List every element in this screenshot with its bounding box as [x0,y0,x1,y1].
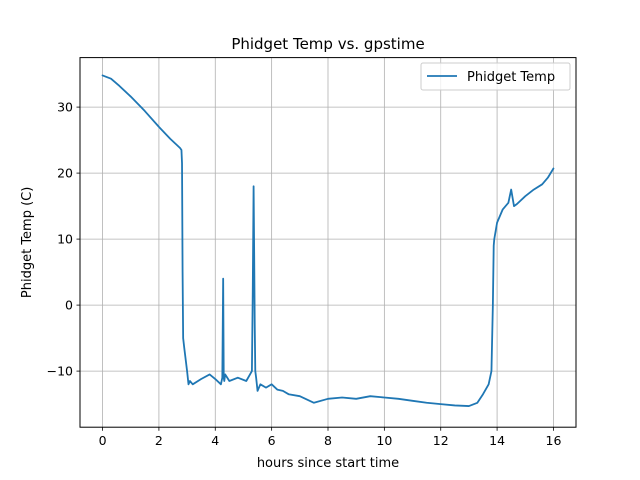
x-tick-label: 14 [489,433,505,448]
chart-title: Phidget Temp vs. gpstime [231,35,424,53]
x-tick-label: 2 [155,433,163,448]
x-axis: 0 2 4 6 8 10 12 14 16 [99,427,562,448]
legend-label: Phidget Temp [467,70,555,85]
y-tick-label: −10 [47,364,73,379]
y-tick-label: 10 [57,232,73,247]
series-line-0 [101,74,555,407]
x-axis-label: hours since start time [257,456,399,471]
y-axis: −10 0 10 20 30 [47,100,80,379]
x-tick-label: 0 [99,433,107,448]
x-tick-label: 16 [546,433,562,448]
series-layer [101,74,555,407]
y-tick-label: 20 [57,166,73,181]
x-tick-label: 8 [324,433,332,448]
y-axis-label: Phidget Temp (C) [20,187,35,298]
x-tick-label: 4 [211,433,219,448]
x-tick-label: 10 [376,433,392,448]
x-tick-label: 6 [268,433,276,448]
legend-box [420,62,571,91]
x-tick-label: 12 [433,433,449,448]
legend: Phidget Temp [420,62,571,91]
y-tick-label: 0 [65,298,73,313]
y-tick-label: 30 [57,100,73,115]
